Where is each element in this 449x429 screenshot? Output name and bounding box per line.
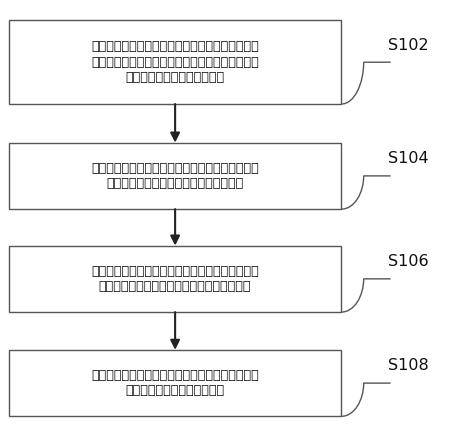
Text: 样本多普勒雷达基数据确定出样本多普勒雷达基数: 样本多普勒雷达基数据确定出样本多普勒雷达基数 — [91, 56, 259, 69]
FancyBboxPatch shape — [9, 350, 341, 416]
FancyBboxPatch shape — [9, 245, 341, 312]
Text: 并基于观测数据和属性数据，构建数据集: 并基于观测数据和属性数据，构建数据集 — [106, 177, 244, 190]
FancyBboxPatch shape — [9, 142, 341, 209]
Text: 据中包含的风暴体的属性信息: 据中包含的风暴体的属性信息 — [126, 71, 224, 84]
Text: S104: S104 — [388, 151, 429, 166]
Text: 获取待识别区域的样本多普勒雷达基数据，并基于: 获取待识别区域的样本多普勒雷达基数据，并基于 — [91, 40, 259, 53]
Text: S102: S102 — [388, 38, 429, 52]
Text: 获取地面观测站点发送的待识别区域的观测数据，: 获取地面观测站点发送的待识别区域的观测数据， — [91, 162, 259, 175]
Text: 将数据集输入多模型融合卷积网络，对多模型融合: 将数据集输入多模型融合卷积网络，对多模型融合 — [91, 265, 259, 278]
Text: S106: S106 — [388, 254, 429, 269]
FancyBboxPatch shape — [9, 21, 341, 104]
Text: 利用当前多普勒雷达基数据和暴雨识别模型，确定: 利用当前多普勒雷达基数据和暴雨识别模型，确定 — [91, 369, 259, 382]
Text: S108: S108 — [388, 359, 429, 373]
Text: 卷积网络进行训练和优化，得到暴雨识别模型: 卷积网络进行训练和优化，得到暴雨识别模型 — [99, 280, 251, 293]
Text: 出待识别区域中是否发生暴雨: 出待识别区域中是否发生暴雨 — [126, 384, 224, 397]
